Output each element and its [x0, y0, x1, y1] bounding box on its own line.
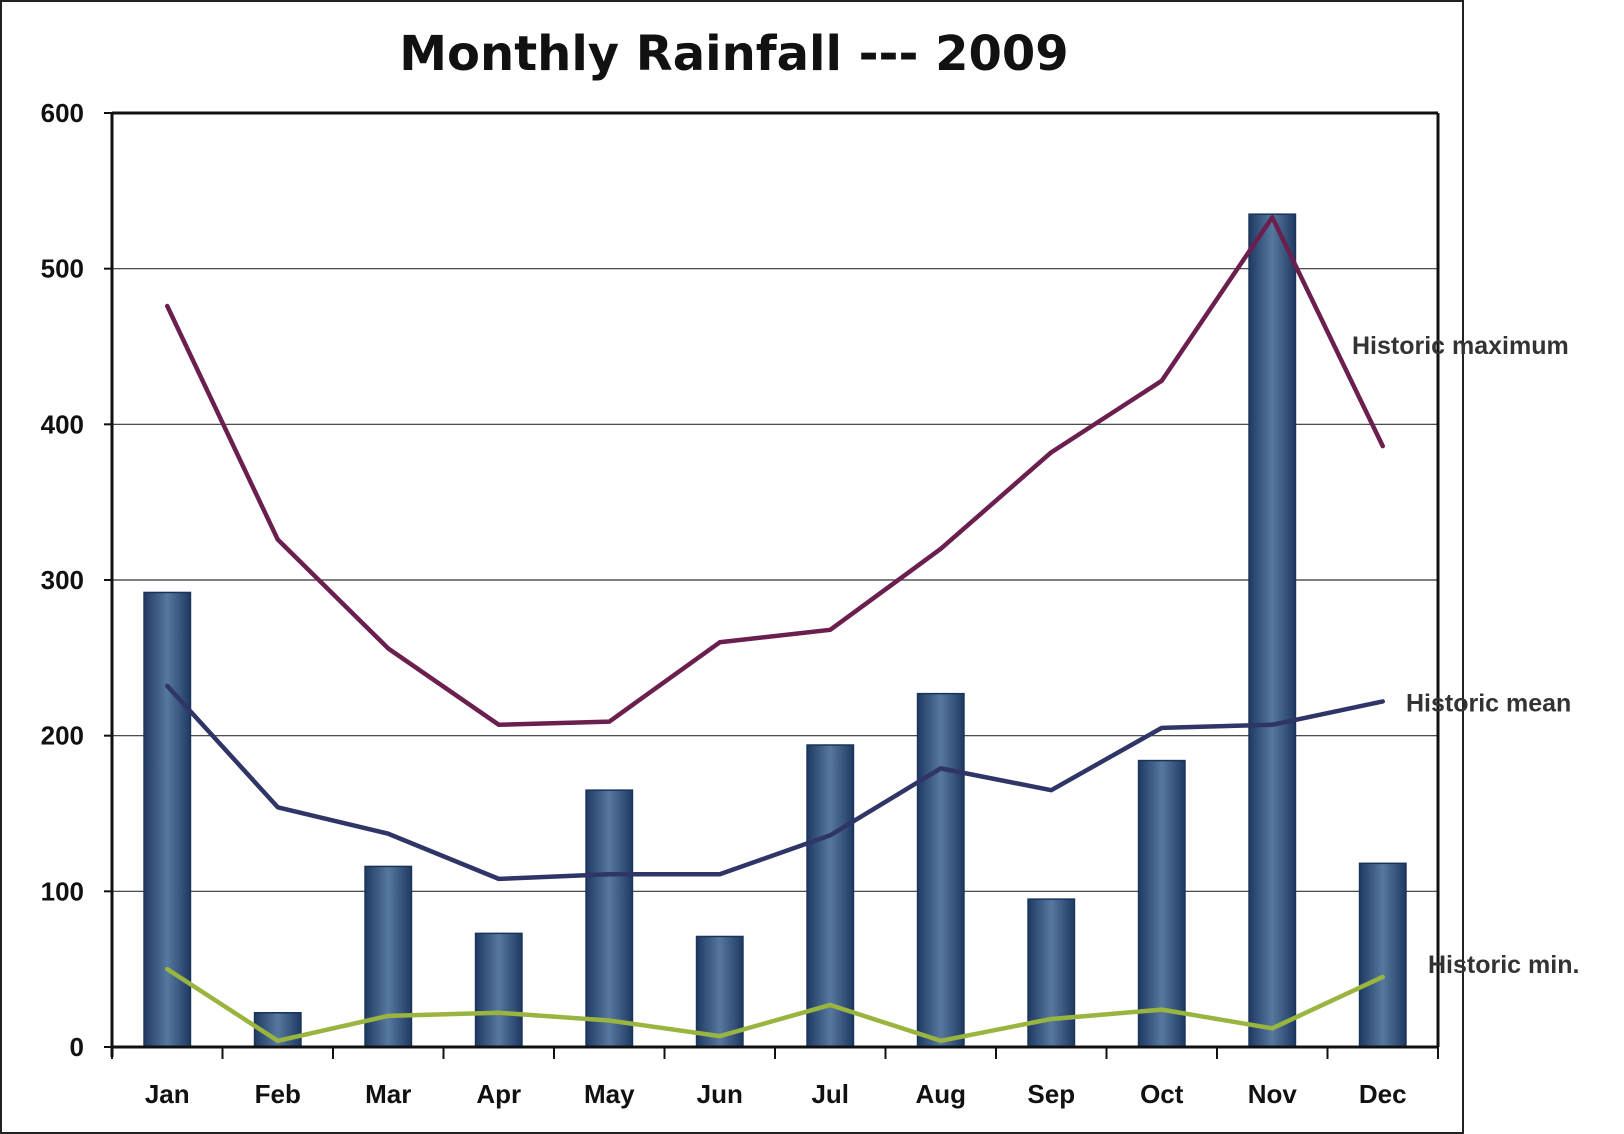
axes — [104, 111, 1440, 1059]
bar — [1137, 759, 1186, 1048]
bar — [1358, 862, 1407, 1048]
y-tick-label: 0 — [70, 1032, 84, 1062]
x-tick-label: Sep — [1027, 1079, 1075, 1109]
y-tick-label: 400 — [41, 409, 84, 439]
x-tick-label: Nov — [1248, 1079, 1298, 1109]
historic-min-label: Historic min. — [1428, 951, 1579, 979]
x-tick-label: Mar — [365, 1079, 411, 1109]
x-tick-label: Oct — [1140, 1079, 1184, 1109]
historic-maximum-label: Historic maximum — [1352, 332, 1569, 360]
y-tick-label: 500 — [41, 254, 84, 284]
bar — [806, 744, 855, 1048]
y-tick-label: 600 — [41, 98, 84, 128]
historic-min-line — [165, 966, 1385, 1044]
y-tick-label: 100 — [41, 876, 84, 906]
x-tick-label: May — [584, 1079, 635, 1109]
historic-mean-label: Historic mean — [1406, 689, 1571, 717]
bar — [474, 932, 523, 1048]
bar — [585, 789, 634, 1048]
x-tick-label: Jan — [145, 1079, 190, 1109]
bar — [1027, 898, 1076, 1048]
labels: 0 100 200 300 400 500 600 Jan Feb Mar Apr May Jun Jul… — [41, 98, 1580, 1109]
y-tick-label: 300 — [41, 565, 84, 595]
gridlines — [112, 112, 1438, 892]
x-tick-label: Jul — [811, 1079, 849, 1109]
x-tick-label: Feb — [255, 1079, 301, 1109]
chart-title: Monthly Rainfall --- 2009 — [399, 26, 1069, 82]
line-series — [165, 215, 1385, 1044]
x-tick-label: Aug — [915, 1079, 966, 1109]
bar-series — [143, 213, 1407, 1048]
y-tick-label: 200 — [41, 721, 84, 751]
bar — [1248, 213, 1297, 1048]
historic-mean-line — [165, 683, 1385, 882]
x-tick-label: Dec — [1359, 1079, 1407, 1109]
x-tick-label: Apr — [476, 1079, 521, 1109]
x-tick-label: Jun — [697, 1079, 743, 1109]
historic-maximum-line — [165, 215, 1385, 728]
bar — [916, 692, 965, 1048]
